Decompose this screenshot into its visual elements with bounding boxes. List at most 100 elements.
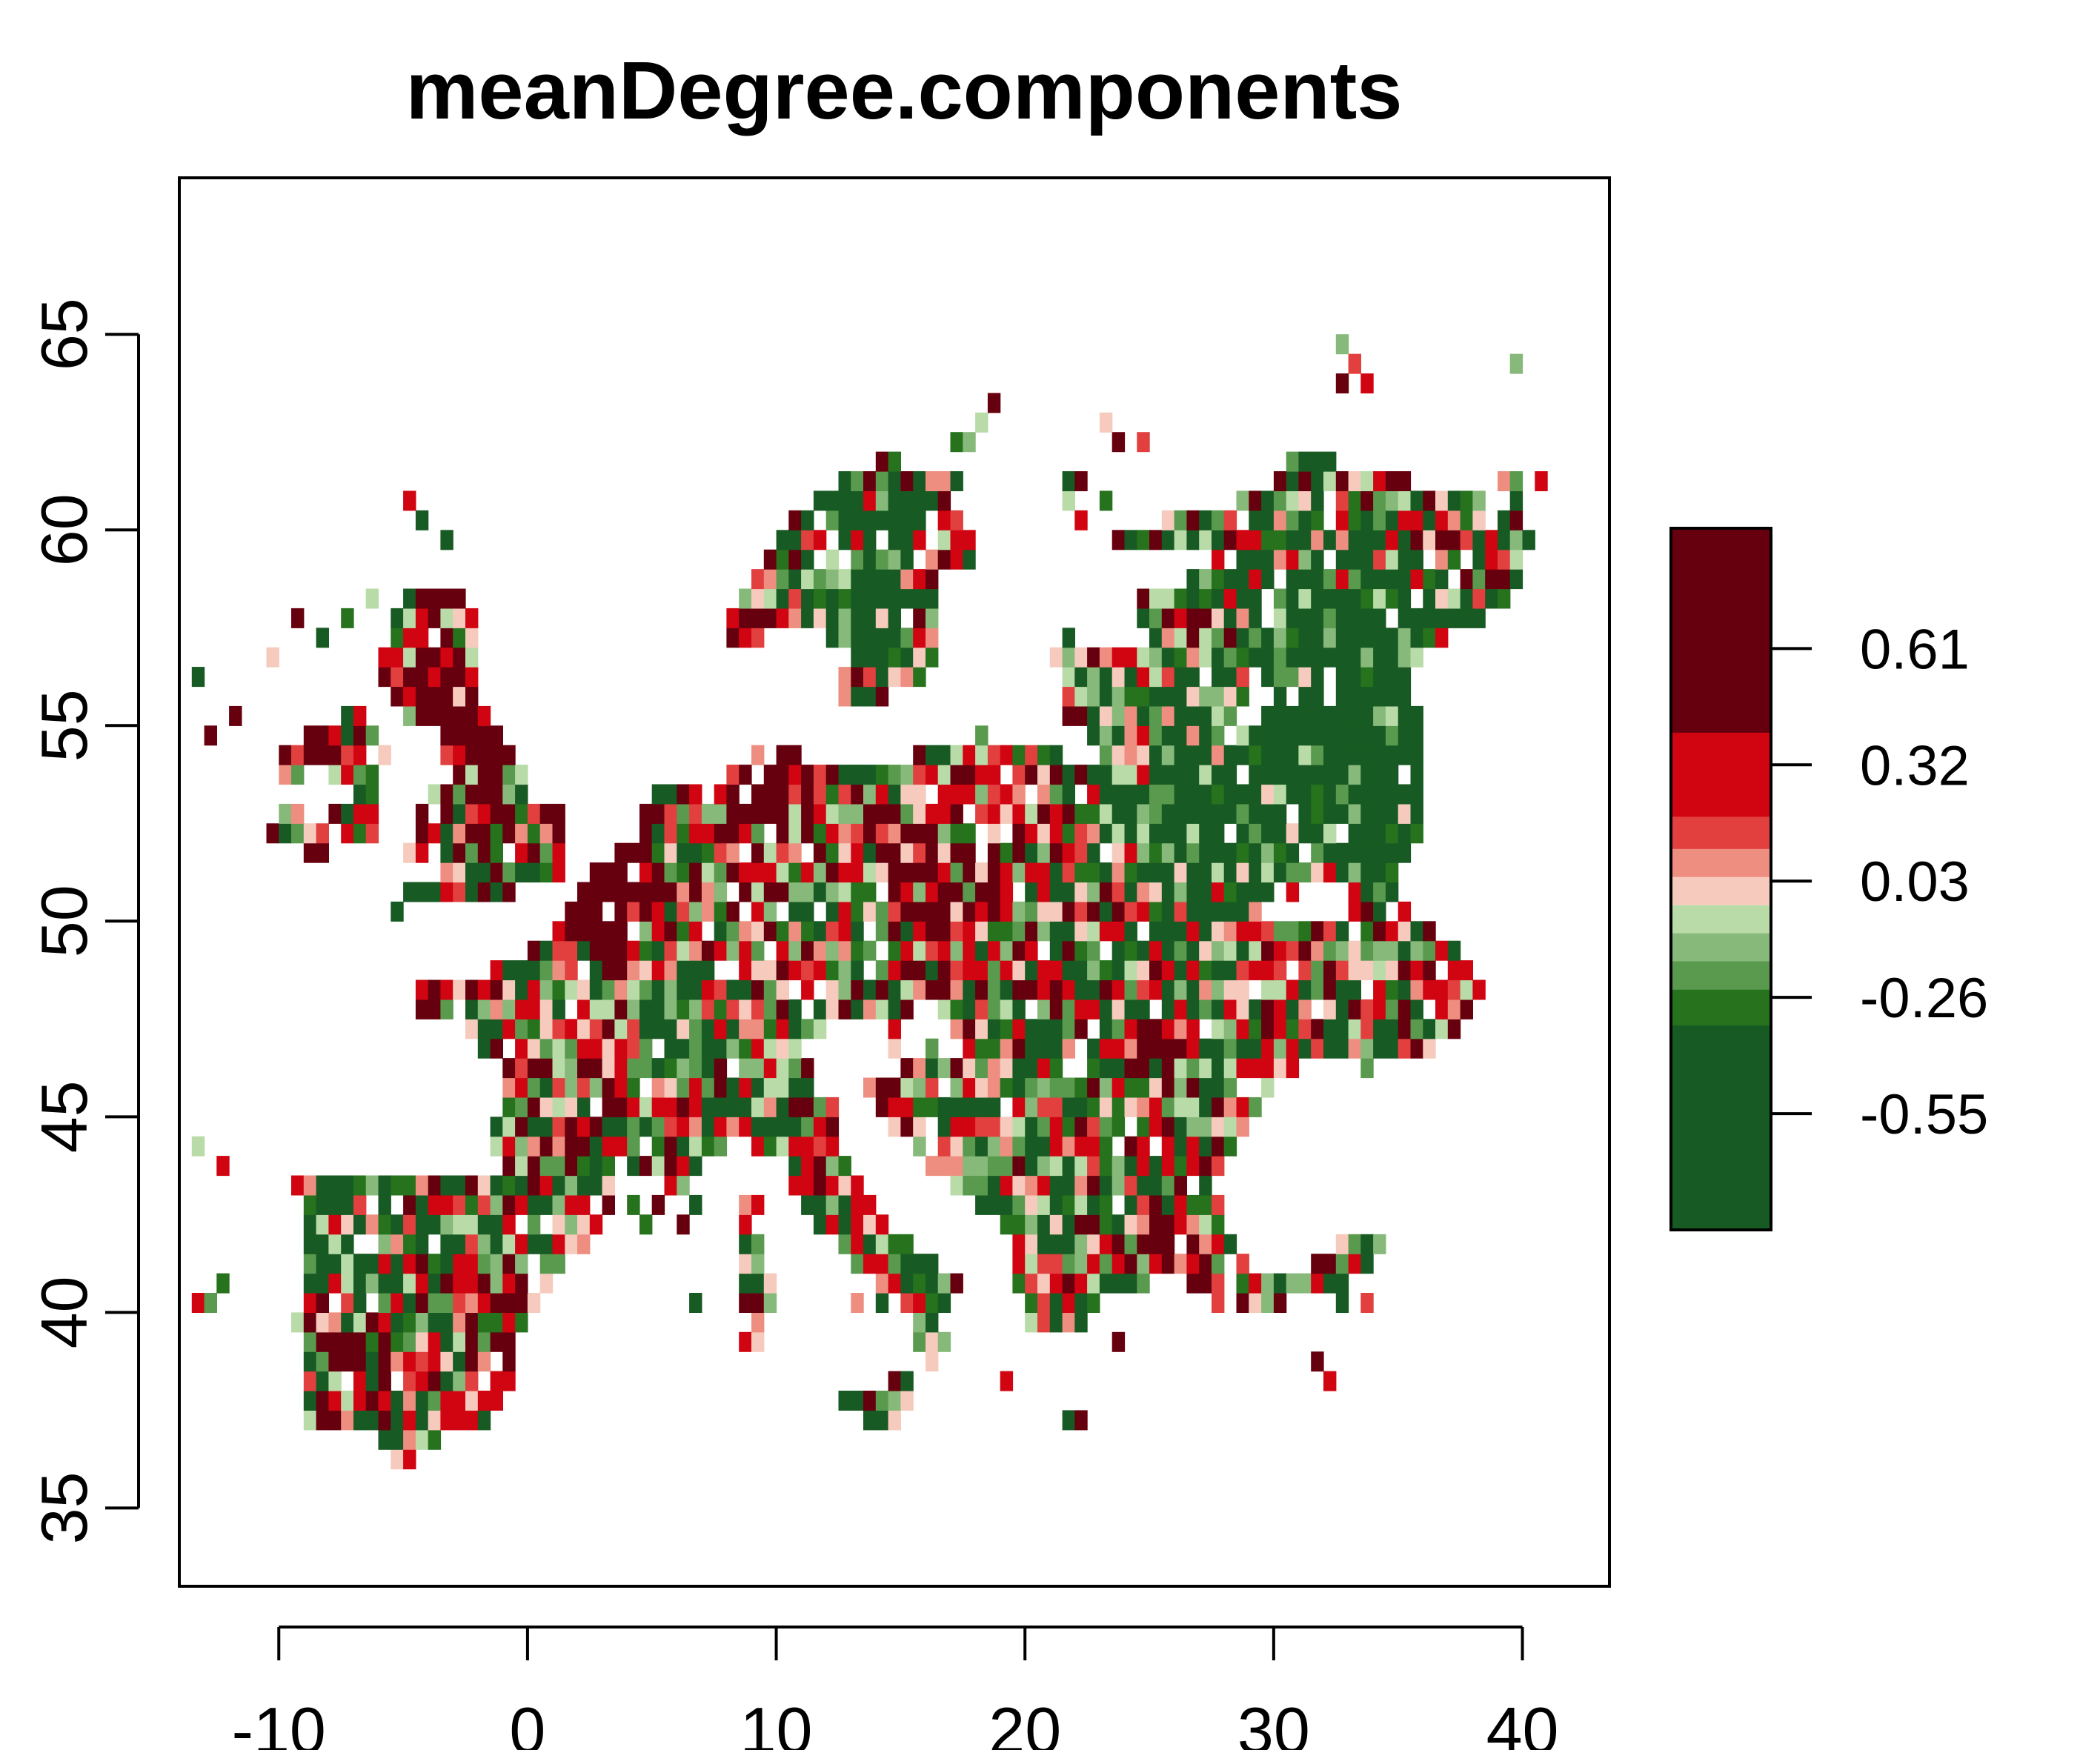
grid-cell [1137, 1058, 1150, 1079]
grid-cell [378, 1410, 391, 1431]
grid-cell [577, 921, 591, 942]
grid-cell [1074, 999, 1088, 1019]
grid-cell [1385, 686, 1399, 707]
grid-cell [1348, 803, 1361, 824]
grid-cell [913, 940, 926, 961]
grid-cell [1460, 490, 1473, 511]
grid-cell [1000, 1117, 1014, 1137]
grid-cell [1273, 960, 1287, 981]
grid-cell [1286, 784, 1300, 805]
grid-cell [465, 1331, 479, 1352]
grid-cell [515, 1194, 528, 1215]
grid-cell [701, 1077, 715, 1098]
grid-cell [1037, 1312, 1051, 1333]
grid-cell [1273, 608, 1287, 628]
grid-cell [900, 530, 914, 550]
grid-cell [1249, 530, 1262, 550]
grid-cell [926, 549, 939, 570]
grid-cell [1049, 1194, 1063, 1215]
grid-cell [1348, 765, 1361, 785]
grid-cell [1174, 842, 1187, 863]
grid-cell [1273, 999, 1287, 1019]
grid-cell [477, 1273, 491, 1294]
grid-cell [863, 588, 877, 609]
grid-cell [863, 999, 877, 1019]
grid-cell [963, 960, 976, 981]
grid-cell [1124, 1156, 1137, 1177]
grid-cell [863, 979, 877, 1000]
grid-cell [1012, 803, 1026, 824]
grid-cell [1223, 686, 1237, 707]
grid-cell [1535, 471, 1548, 491]
grid-cell [926, 647, 939, 668]
grid-cell [403, 490, 416, 511]
grid-cell [739, 1254, 752, 1274]
grid-cell [316, 1410, 329, 1431]
grid-cell [1447, 549, 1461, 570]
grid-cell [1447, 490, 1461, 511]
grid-cell [353, 1331, 367, 1352]
grid-cell [1509, 471, 1524, 491]
grid-cell [875, 1410, 889, 1431]
grid-cell [825, 628, 840, 648]
grid-cell [1049, 1038, 1063, 1059]
grid-cell [751, 1136, 765, 1157]
grid-cell [1286, 588, 1300, 609]
grid-cell [614, 882, 628, 902]
grid-cell [465, 842, 479, 863]
grid-cell [875, 1214, 889, 1235]
grid-cell [1049, 1019, 1063, 1039]
grid-cell [651, 823, 665, 844]
grid-cell [502, 823, 516, 844]
grid-cell [851, 471, 864, 491]
grid-cell [403, 882, 416, 902]
grid-cell [1199, 1077, 1212, 1098]
grid-cell [689, 960, 702, 981]
grid-cell [1286, 451, 1300, 472]
grid-cell [888, 1117, 901, 1137]
grid-cells-layer [191, 334, 1548, 1470]
grid-cell [515, 1312, 528, 1333]
grid-cell [1174, 765, 1187, 785]
grid-cell [1335, 842, 1349, 863]
grid-cell [1249, 940, 1262, 961]
grid-cell [1348, 862, 1361, 883]
grid-cell [1199, 940, 1212, 961]
grid-cell [1485, 588, 1498, 609]
grid-cell [316, 1371, 329, 1391]
grid-cell [1373, 1019, 1386, 1039]
grid-cell [1249, 1038, 1262, 1059]
grid-cell [1212, 686, 1225, 707]
grid-cell [701, 999, 715, 1019]
grid-cell [1286, 471, 1300, 491]
grid-cell [1049, 823, 1063, 844]
grid-cell [913, 588, 926, 609]
grid-cell [1186, 1156, 1200, 1177]
grid-cell [763, 901, 777, 922]
grid-cell [1199, 705, 1212, 726]
grid-cell [527, 1058, 541, 1079]
grid-cell [627, 1038, 640, 1059]
grid-cell [1360, 940, 1374, 961]
grid-cell [1161, 628, 1175, 648]
grid-cell [589, 1214, 603, 1235]
grid-cell [1373, 667, 1386, 688]
grid-cell [415, 510, 429, 530]
grid-cell [1199, 569, 1212, 590]
grid-cell [1261, 549, 1275, 570]
grid-cell [1286, 823, 1300, 844]
grid-cell [664, 960, 677, 981]
grid-cell [788, 608, 802, 628]
grid-cell [1112, 530, 1126, 550]
grid-cell [341, 1194, 354, 1215]
grid-cell [926, 745, 939, 765]
grid-cell [1286, 745, 1300, 765]
grid-cell [1161, 1234, 1175, 1254]
grid-cell [1112, 882, 1126, 902]
grid-cell [751, 901, 765, 922]
grid-cell [453, 608, 466, 628]
grid-cell [1124, 1038, 1137, 1059]
grid-cell [664, 921, 677, 942]
grid-cell [1025, 1038, 1038, 1059]
